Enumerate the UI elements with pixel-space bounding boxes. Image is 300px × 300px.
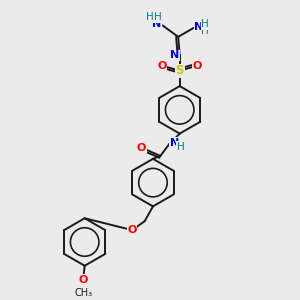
Text: N: N [194, 22, 204, 32]
Text: H: H [177, 142, 184, 152]
Text: N: N [170, 137, 179, 148]
Text: CH₃: CH₃ [74, 288, 93, 298]
Text: H: H [154, 12, 162, 22]
Text: H: H [146, 12, 154, 22]
Text: H: H [201, 19, 209, 29]
Text: H: H [201, 26, 209, 36]
Text: O: O [158, 61, 167, 71]
Text: N: N [170, 50, 180, 60]
Text: O: O [137, 143, 146, 153]
Text: N: N [152, 19, 161, 29]
Text: O: O [193, 61, 202, 71]
Text: O: O [128, 225, 137, 235]
Text: O: O [79, 275, 88, 285]
Text: S: S [176, 64, 184, 77]
